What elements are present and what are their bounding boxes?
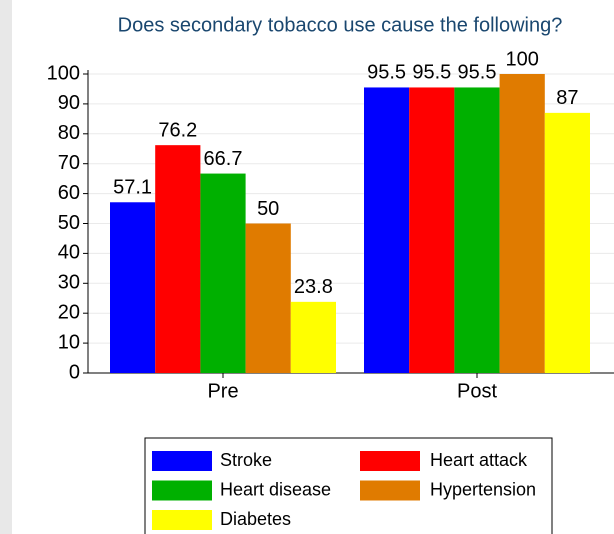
y-tick-label: 40 xyxy=(58,242,80,264)
legend-swatch xyxy=(152,510,212,530)
data-label: 95.5 xyxy=(458,62,497,84)
legend-swatch xyxy=(152,480,212,501)
legend-label: Hypertension xyxy=(430,479,536,499)
data-label: 66.7 xyxy=(204,148,243,170)
y-tick-label: 30 xyxy=(58,272,80,294)
y-tick-label: 100 xyxy=(47,62,80,84)
bar xyxy=(454,87,500,373)
y-tick-label: 60 xyxy=(58,182,80,204)
legend-swatch xyxy=(360,480,420,501)
data-label: 50 xyxy=(257,198,279,220)
x-tick-label: Pre xyxy=(207,380,238,402)
bar xyxy=(200,173,246,373)
y-tick-label: 10 xyxy=(58,331,80,353)
legend-swatch xyxy=(152,451,212,471)
bar xyxy=(110,202,156,373)
legend-label: Heart attack xyxy=(430,450,528,470)
data-label: 57.1 xyxy=(113,177,152,199)
chart-title: Does secondary tobacco use cause the fol… xyxy=(118,14,563,36)
x-tick-label: Post xyxy=(457,380,497,402)
y-tick-label: 20 xyxy=(58,301,80,323)
legend-swatch xyxy=(360,451,420,471)
bar xyxy=(409,87,455,373)
y-tick-label: 0 xyxy=(69,361,80,383)
data-label: 95.5 xyxy=(367,62,406,84)
bar xyxy=(290,301,336,373)
y-tick-label: 70 xyxy=(58,152,80,174)
data-label: 95.5 xyxy=(412,62,451,84)
y-tick-label: 50 xyxy=(58,212,80,234)
bar xyxy=(544,112,590,374)
data-label: 76.2 xyxy=(158,119,197,141)
data-label: 100 xyxy=(506,48,539,70)
bar xyxy=(245,223,291,373)
y-tick-label: 80 xyxy=(58,122,80,144)
bar xyxy=(499,74,545,373)
legend-box xyxy=(144,437,553,534)
data-label: 87 xyxy=(556,87,578,109)
legend-label: Heart disease xyxy=(220,479,331,499)
legend-label: Stroke xyxy=(220,450,272,470)
bar xyxy=(364,87,410,373)
bar xyxy=(155,145,201,373)
legend-label: Diabetes xyxy=(220,509,291,529)
y-tick-label: 90 xyxy=(58,92,80,114)
data-label: 23.8 xyxy=(294,276,333,298)
